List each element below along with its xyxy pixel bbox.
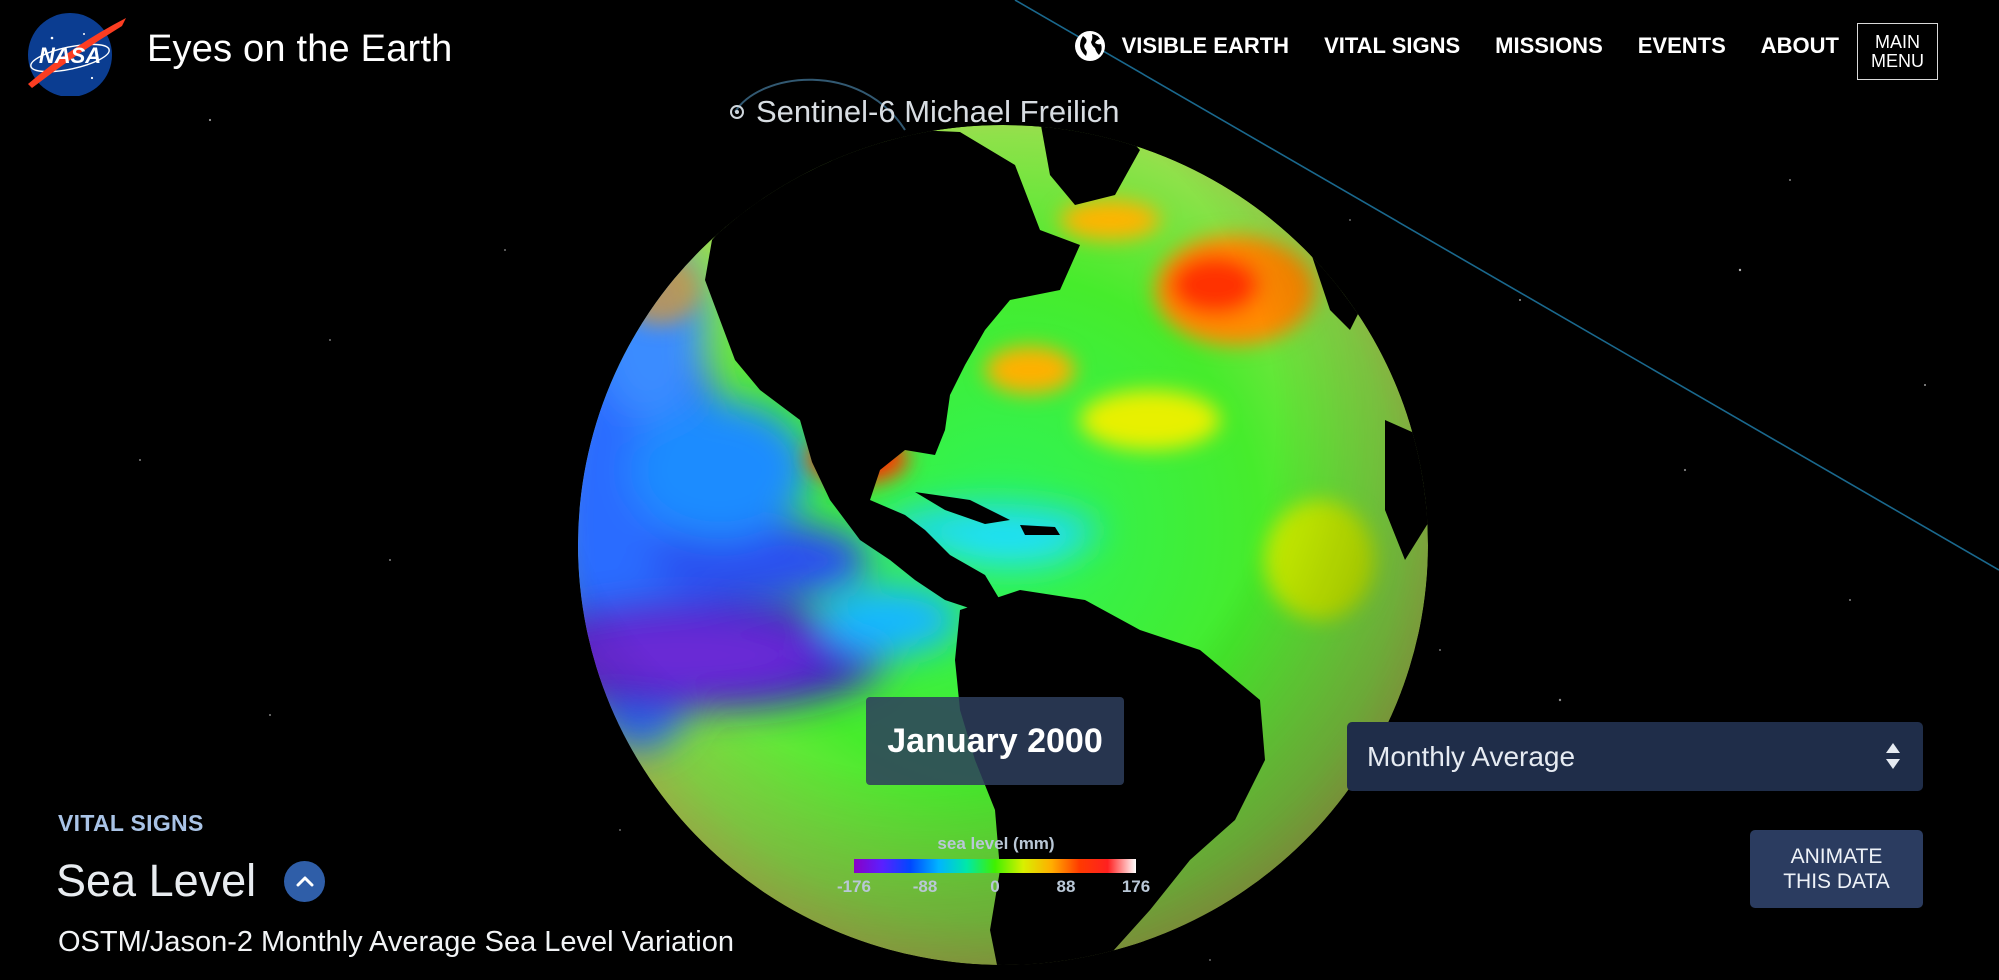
sea-level-legend: sea level (mm) -176 -88 0 88 176: [836, 834, 1156, 899]
main-menu-button[interactable]: MAIN MENU: [1857, 23, 1938, 80]
brand-title: Eyes on the Earth: [147, 28, 453, 70]
sea-level-globe: [578, 125, 1428, 965]
nav-about[interactable]: ABOUT: [1760, 33, 1839, 58]
satellite-dot-icon: [730, 105, 744, 119]
select-arrows-icon: [1886, 743, 1900, 769]
page-title: Sea Level: [56, 855, 257, 906]
globe-icon: [1074, 31, 1105, 61]
legend-tick: 0: [990, 877, 1000, 896]
main-menu-label: MAIN MENU: [1871, 31, 1924, 71]
legend-tick: 88: [1056, 877, 1076, 896]
animate-data-button[interactable]: ANIMATE THIS DATA: [1750, 830, 1923, 908]
collapse-info-button[interactable]: [284, 860, 326, 902]
legend-tick: -176: [836, 877, 872, 896]
satellite-orbit-arc: [734, 78, 906, 131]
legend-title: sea level (mm): [937, 834, 1055, 853]
date-display: January 2000: [866, 697, 1124, 785]
orbit-path-line: [1014, 0, 1999, 571]
satellite-marker[interactable]: Sentinel-6 Michael Freilich: [730, 94, 1120, 130]
legend-color-bar: [854, 859, 1136, 873]
nasa-logo-text: NASA: [39, 43, 101, 68]
legend-tick: -88: [912, 877, 938, 896]
nav-vital-signs[interactable]: VITAL SIGNS: [1324, 33, 1461, 58]
starfield: [139, 118, 1926, 961]
chevron-up-icon: [296, 876, 314, 887]
section-label: VITAL SIGNS: [58, 810, 204, 836]
satellite-label: Sentinel-6 Michael Freilich: [756, 94, 1120, 129]
info-title-row: Sea Level: [56, 855, 326, 907]
nasa-logo[interactable]: NASA: [22, 6, 128, 96]
nav-events[interactable]: EVENTS: [1637, 33, 1726, 58]
nav-visible-earth-label: VISIBLE EARTH: [1121, 33, 1290, 58]
dataset-subtitle: OSTM/Jason-2 Monthly Average Sea Level V…: [58, 926, 734, 958]
average-select[interactable]: Monthly Average: [1347, 722, 1923, 791]
legend-tick: 176: [1121, 877, 1151, 896]
legend-ticks: -176 -88 0 88 176: [836, 877, 1156, 899]
average-select-value: Monthly Average: [1367, 740, 1576, 772]
nav-missions[interactable]: MISSIONS: [1495, 33, 1603, 58]
top-navigation: VISIBLE EARTH VITAL SIGNS MISSIONS EVENT…: [1074, 30, 1839, 62]
nav-visible-earth[interactable]: VISIBLE EARTH: [1074, 30, 1289, 62]
